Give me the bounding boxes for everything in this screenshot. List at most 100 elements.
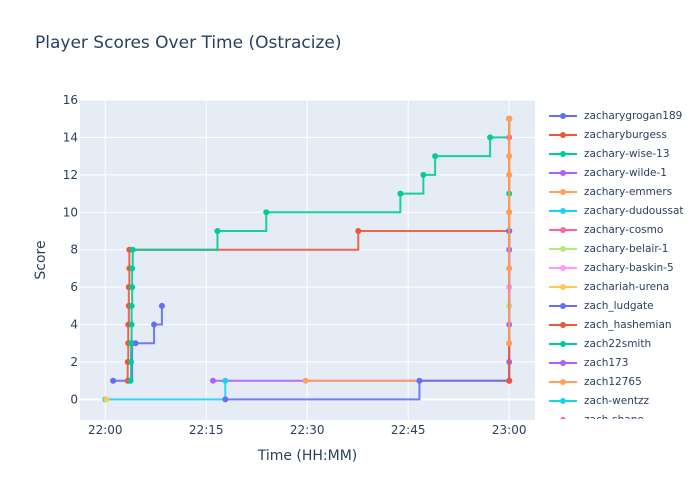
legend-marker-icon: [549, 359, 577, 366]
legend-item-zacharyburgess[interactable]: zacharyburgess: [548, 125, 700, 144]
data-point-zach12765: [506, 340, 513, 347]
legend-item-zachary-baskin-5[interactable]: zachary-baskin-5: [548, 258, 700, 277]
legend-marker-icon: [549, 245, 577, 252]
legend[interactable]: zacharygrogan189 zacharyburgess zachary-wi…: [548, 106, 700, 419]
legend-item-zach12765[interactable]: zach12765: [548, 372, 700, 391]
data-point-zach12765: [506, 265, 513, 272]
series-line-zachary-wise-13: [130, 118, 511, 382]
legend-marker-icon: [549, 378, 577, 385]
legend-marker-icon: [549, 321, 577, 328]
legend-marker-icon: [549, 416, 577, 419]
legend-label: zachary-belair-1: [584, 242, 669, 255]
legend-marker-icon: [549, 264, 577, 271]
x-axis-label: Time (HH:MM): [257, 448, 358, 464]
legend-label: zachary-baskin-5: [584, 261, 674, 274]
data-point-zachary-wise-13: [214, 227, 221, 234]
legend-label: zachary-emmers: [584, 185, 673, 198]
legend-marker-icon: [549, 112, 577, 119]
legend-item-zacharygrogan189[interactable]: zacharygrogan189: [548, 106, 700, 125]
series-line-zacharyburgess: [126, 229, 510, 381]
legend-item-zach-wentzz[interactable]: zach-wentzz: [548, 391, 700, 410]
data-point-zachariah-urena: [103, 396, 110, 403]
legend-label: zach_hashemian: [584, 318, 672, 331]
data-point-zachary-wise-13: [129, 246, 136, 253]
legend-item-zachariah-urena[interactable]: zachariah-urena: [548, 277, 700, 296]
y-tick-label: 14: [63, 130, 78, 144]
data-point-zach12765: [506, 153, 513, 160]
legend-item-zach173[interactable]: zach173: [548, 353, 700, 372]
data-point-zacharygrogan189: [132, 340, 139, 347]
legend-marker-icon: [549, 283, 577, 290]
legend-marker-icon: [549, 188, 577, 195]
x-tick-label: 22:15: [189, 423, 224, 437]
legend-item-zachary-wilde-1[interactable]: zachary-wilde-1: [548, 163, 700, 182]
legend-label: zachary-wilde-1: [584, 166, 667, 179]
data-point-zacharygrogan189: [158, 302, 165, 309]
data-point-zachary-wise-13: [420, 171, 427, 178]
data-point-zachary-wise-13: [128, 340, 135, 347]
legend-label: zach22smith: [584, 337, 652, 350]
legend-item-zachary-wise-13[interactable]: zachary-wise-13: [548, 144, 700, 163]
x-tick-label: 22:45: [391, 423, 426, 437]
legend-item-zachary-dudoussat[interactable]: zachary-dudoussat: [548, 201, 700, 220]
legend-marker-icon: [549, 150, 577, 157]
legend-item-zachary-belair-1[interactable]: zachary-belair-1: [548, 239, 700, 258]
legend-label: zach173: [584, 356, 629, 369]
legend-label: zacharygrogan189: [584, 109, 683, 122]
data-point-zachary-emmers: [302, 377, 309, 384]
y-tick-label: 16: [63, 93, 78, 107]
data-point-zachary-wise-13: [487, 134, 494, 141]
data-point-zach_hashemian: [506, 377, 513, 384]
y-tick-label: 2: [70, 355, 78, 369]
legend-item-zachary-emmers[interactable]: zachary-emmers: [548, 182, 700, 201]
legend-label: zach-wentzz: [584, 394, 650, 407]
legend-label: zachariah-urena: [584, 280, 670, 293]
y-tick-label: 0: [70, 392, 78, 406]
legend-marker-icon: [549, 340, 577, 347]
legend-label: zachary-dudoussat: [584, 204, 684, 217]
data-point-zachary-wise-13: [129, 284, 136, 291]
data-point-zachary-wise-13: [263, 209, 270, 216]
data-point-zachary-dudoussat: [222, 377, 229, 384]
chart-title: Player Scores Over Time (Ostracize): [35, 33, 342, 53]
y-tick-label: 8: [70, 243, 78, 257]
data-point-zacharygrogan189: [110, 377, 117, 384]
data-point-zach_ludgate: [222, 396, 229, 403]
data-point-zacharygrogan189: [151, 321, 158, 328]
data-point-zach12765: [506, 115, 513, 122]
legend-marker-icon: [549, 397, 577, 404]
data-point-zach12765: [506, 171, 513, 178]
legend-item-zachary-cosmo[interactable]: zachary-cosmo: [548, 220, 700, 239]
legend-item-zach-shane[interactable]: zach-shane: [548, 410, 700, 419]
x-tick-label: 23:00: [492, 423, 527, 437]
x-tick-label: 22:30: [290, 423, 325, 437]
legend-label: zach-shane: [584, 414, 644, 420]
series-layer: [102, 115, 513, 403]
data-point-zach12765: [506, 209, 513, 216]
y-tick-label: 4: [70, 318, 78, 332]
data-point-zachary-wise-13: [128, 321, 135, 328]
legend-item-zach22smith[interactable]: zach22smith: [548, 334, 700, 353]
data-point-zachary-wise-13: [129, 265, 136, 272]
legend-marker-icon: [549, 207, 577, 214]
legend-marker-icon: [549, 131, 577, 138]
data-point-zacharyburgess: [355, 227, 362, 234]
x-tick-label: 22:00: [88, 423, 123, 437]
data-point-zach_ludgate: [416, 377, 423, 384]
legend-label: zach_ludgate: [584, 299, 654, 312]
y-tick-label: 6: [70, 280, 78, 294]
legend-item-zach_ludgate[interactable]: zach_ludgate: [548, 296, 700, 315]
y-tick-label: 10: [63, 205, 78, 219]
legend-item-zach_hashemian[interactable]: zach_hashemian: [548, 315, 700, 334]
data-point-zachary-wise-13: [128, 302, 135, 309]
legend-marker-icon: [549, 226, 577, 233]
legend-marker-icon: [549, 302, 577, 309]
legend-label: zachary-cosmo: [584, 223, 664, 236]
data-point-zachary-wise-13: [127, 377, 134, 384]
data-point-zachary-wise-13: [432, 153, 439, 160]
y-tick-label: 12: [63, 168, 78, 182]
data-point-zachary-wilde-1: [209, 377, 216, 384]
legend-label: zach12765: [584, 375, 642, 388]
